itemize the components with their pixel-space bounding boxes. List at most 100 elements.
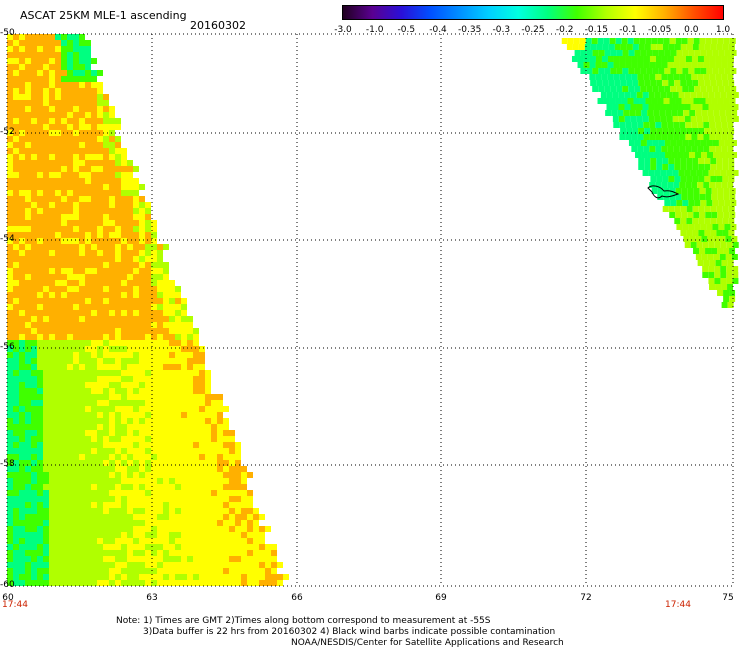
swath-cell [85, 46, 91, 52]
swath-cell [133, 262, 139, 268]
swath-cell [97, 274, 103, 280]
swath-cell [7, 286, 13, 292]
swath-cell [175, 574, 181, 580]
swath-cell [13, 526, 19, 532]
swath-cell [133, 436, 139, 442]
swath-cell [193, 520, 199, 526]
swath-cell [705, 212, 712, 218]
swath-cell [103, 388, 109, 394]
swath-cell [175, 322, 181, 328]
swath-cell [133, 418, 139, 424]
swath-cell [723, 212, 730, 218]
swath-cell [109, 322, 115, 328]
swath-cell [49, 118, 55, 124]
swath-cell [181, 376, 187, 382]
swath-cell [91, 100, 97, 106]
swath-cell [79, 574, 85, 580]
swath-cell [700, 140, 707, 146]
swath-cell [55, 508, 61, 514]
swath-cell [121, 208, 127, 214]
swath-cell [103, 310, 109, 316]
swath-cell [61, 580, 67, 586]
swath-cell [127, 190, 133, 196]
swath-cell [687, 188, 694, 194]
swath-cell [73, 76, 79, 82]
swath-cell [79, 496, 85, 502]
colorbar-tick-label: -1.0 [365, 25, 384, 35]
swath-cell [31, 568, 37, 574]
swath-cell [73, 214, 79, 220]
swath-cell [109, 400, 115, 406]
swath-cell [91, 106, 97, 112]
swath-cell [19, 142, 25, 148]
swath-cell [91, 412, 97, 418]
swath-cell [85, 76, 91, 82]
swath-cell [25, 490, 31, 496]
colorbar-tick-label: 0.0 [684, 25, 699, 35]
swath-cell [73, 52, 79, 58]
swath-cell [723, 296, 730, 302]
swath-cell [259, 556, 265, 562]
swath-cell [91, 172, 97, 178]
swath-cell [49, 538, 55, 544]
swath-cell [151, 244, 157, 250]
swath-cell [31, 346, 37, 352]
swath-cell [25, 400, 31, 406]
swath-cell [193, 478, 199, 484]
swath-cell [639, 38, 646, 44]
swath-cell [61, 298, 67, 304]
swath-cell [7, 130, 13, 136]
swath-cell [31, 574, 37, 580]
swath-cell [654, 104, 661, 110]
swath-cell [79, 256, 85, 262]
swath-cell [157, 580, 163, 586]
swath-cell [697, 122, 704, 128]
swath-cell [55, 238, 61, 244]
swath-cell [37, 76, 43, 82]
swath-cell [61, 472, 67, 478]
swath-cell [103, 334, 109, 340]
swath-cell [703, 146, 710, 152]
swath-cell [97, 526, 103, 532]
swath-cell [732, 116, 739, 122]
swath-cell [25, 154, 31, 160]
colorbar-tick-label: -0.4 [429, 25, 447, 35]
swath-cell [61, 88, 67, 94]
swath-cell [31, 514, 37, 520]
swath-cell [115, 136, 121, 142]
swath-cell [103, 574, 109, 580]
swath-cell [127, 220, 133, 226]
swath-cell [620, 80, 627, 86]
swath-cell [682, 140, 689, 146]
swath-cell [97, 142, 103, 148]
swath-cell [133, 232, 139, 238]
swath-cell [25, 46, 31, 52]
swath-cell [163, 364, 169, 370]
swath-cell [61, 454, 67, 460]
swath-cell [151, 232, 157, 238]
swath-cell [121, 220, 127, 226]
swath-cell [163, 328, 169, 334]
swath-cell [97, 232, 103, 238]
swath-cell [37, 448, 43, 454]
swath-cell [43, 526, 49, 532]
swath-cell [109, 316, 115, 322]
swath-cell [103, 154, 109, 160]
swath-cell [19, 466, 25, 472]
swath-cell [163, 484, 169, 490]
swath-cell [133, 388, 139, 394]
swath-cell [61, 220, 67, 226]
swath-cell [121, 256, 127, 262]
swath-cell [571, 56, 578, 62]
swath-cell [598, 68, 605, 74]
swath-cell [43, 238, 49, 244]
swath-cell [13, 334, 19, 340]
swath-cell [676, 224, 683, 230]
swath-cell [79, 148, 85, 154]
swath-cell [103, 136, 109, 142]
swath-cell [693, 248, 700, 254]
swath-cell [55, 334, 61, 340]
swath-cell [169, 562, 175, 568]
swath-cell [115, 364, 121, 370]
swath-cell [151, 556, 157, 562]
